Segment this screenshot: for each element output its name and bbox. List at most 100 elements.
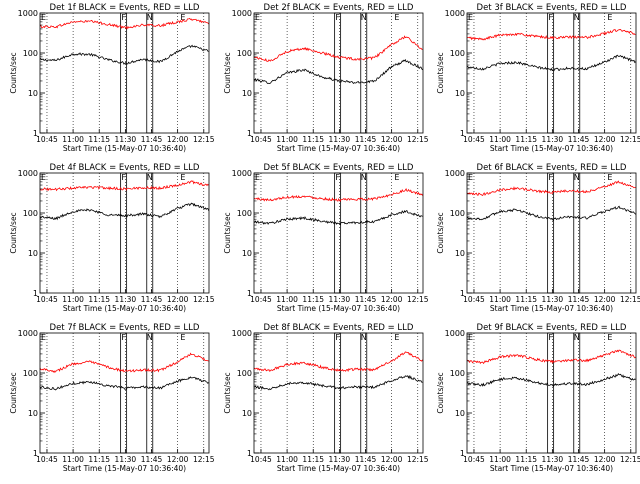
x-tick-label: 12:00 (594, 455, 616, 464)
x-tick-label: 12:15 (620, 455, 640, 464)
y-tick-label: 1 (33, 289, 38, 298)
x-tick-label: 11:30 (329, 135, 351, 144)
x-tick-label: 12:00 (594, 135, 616, 144)
x-tick-label: 11:00 (489, 455, 511, 464)
x-tick-label: 10:45 (463, 455, 485, 464)
y-tick-label: 100 (450, 209, 465, 218)
x-tick-label: 12:00 (167, 455, 189, 464)
y-tick-label: 10 (455, 409, 465, 418)
y-tick-label: 1000 (445, 169, 465, 178)
mode-label: E (255, 333, 260, 342)
x-tick-label: 11:15 (302, 455, 324, 464)
y-axis-label: Counts/sec (436, 372, 445, 413)
x-axis-label: Start Time (15-May-07 10:36:40) (490, 304, 613, 313)
mode-interval-box (573, 332, 581, 454)
y-tick-label: 1000 (18, 329, 38, 338)
mode-label: E (41, 333, 46, 342)
y-tick-label: 100 (237, 209, 252, 218)
x-tick-label: 12:15 (620, 135, 640, 144)
plot-frame (466, 172, 637, 294)
x-axis-label: Start Time (15-May-07 10:36:40) (277, 144, 400, 153)
x-tick-label: 11:45 (141, 135, 163, 144)
plot-frame (39, 172, 210, 294)
x-axis-label: Start Time (15-May-07 10:36:40) (277, 464, 400, 473)
mode-label: E (180, 173, 185, 182)
detector-panel-8: E F N E 1 10 100 1000 10:45 11:00 11:15 11:30 11:45 1… (223, 323, 429, 473)
y-axis-label: Counts/sec (223, 372, 232, 413)
x-tick-label: 11:15 (88, 455, 110, 464)
series-line-events (467, 54, 636, 72)
y-tick-label: 100 (23, 49, 38, 58)
panel-title: Det 4f BLACK = Events, RED = LLD (50, 163, 200, 173)
x-tick-label: 11:30 (115, 295, 137, 304)
mode-interval-box (146, 172, 154, 294)
series-line-events (253, 210, 423, 226)
mode-label: E (394, 13, 399, 22)
detector-panel-9: E F N E 1 10 100 1000 10:45 11:00 11:15 11:30 11:45 1… (436, 323, 640, 473)
panel-title: Det 7f BLACK = Events, RED = LLD (50, 323, 200, 333)
mode-interval-box (360, 332, 368, 454)
mode-label: E (607, 173, 612, 182)
x-tick-label: 11:15 (515, 455, 537, 464)
mode-interval-box (334, 12, 342, 134)
series-line-events (466, 372, 636, 387)
plot-frame (466, 332, 637, 454)
x-tick-label: 11:45 (141, 295, 163, 304)
mode-label: E (255, 13, 260, 22)
y-tick-label: 10 (455, 249, 465, 258)
x-tick-label: 11:00 (276, 455, 298, 464)
y-tick-label: 1000 (232, 9, 252, 18)
x-tick-label: 11:00 (489, 135, 511, 144)
mode-label: E (41, 173, 46, 182)
mode-label: E (468, 173, 473, 182)
y-tick-label: 100 (237, 369, 252, 378)
y-tick-label: 1 (247, 129, 252, 138)
panel-title: Det 6f BLACK = Events, RED = LLD (477, 163, 627, 173)
x-tick-label: 11:45 (568, 295, 590, 304)
x-tick-label: 11:45 (568, 455, 590, 464)
x-tick-label: 11:45 (355, 295, 377, 304)
x-tick-label: 11:15 (88, 295, 110, 304)
y-tick-label: 10 (28, 409, 38, 418)
x-tick-label: 11:30 (542, 455, 564, 464)
mode-label: N (361, 13, 367, 22)
y-axis-label: Counts/sec (223, 212, 232, 253)
mode-label: N (574, 13, 580, 22)
x-tick-label: 12:15 (407, 455, 429, 464)
x-tick-label: 11:15 (515, 135, 537, 144)
panel-title: Det 5f BLACK = Events, RED = LLD (264, 163, 414, 173)
detector-panel-2: E F N E 1 10 100 1000 10:45 11:00 11:15 11:30 11:45 1… (223, 3, 429, 153)
x-tick-label: 10:45 (250, 135, 272, 144)
x-tick-label: 12:00 (381, 295, 403, 304)
y-tick-label: 100 (23, 209, 38, 218)
y-tick-label: 100 (450, 49, 465, 58)
mode-interval-box (146, 12, 154, 134)
x-axis-label: Start Time (15-May-07 10:36:40) (490, 144, 613, 153)
x-tick-label: 11:30 (542, 135, 564, 144)
series-line-events (253, 374, 423, 391)
mode-label: E (180, 13, 185, 22)
y-tick-label: 1 (247, 289, 252, 298)
y-axis-label: Counts/sec (436, 52, 445, 93)
series-line-lld (466, 180, 636, 197)
mode-interval-box (547, 332, 555, 454)
mode-label: F (335, 13, 340, 22)
plot-frame (39, 12, 210, 134)
x-tick-label: 12:00 (167, 295, 189, 304)
y-tick-label: 10 (242, 409, 252, 418)
series-line-lld (253, 188, 423, 203)
series-line-lld (39, 17, 209, 30)
x-tick-label: 11:45 (141, 455, 163, 464)
y-tick-label: 1 (460, 449, 465, 458)
mode-label: F (548, 13, 553, 22)
series-line-lld (39, 352, 209, 374)
mode-label: F (121, 333, 126, 342)
panel-title: Det 2f BLACK = Events, RED = LLD (264, 3, 414, 13)
x-tick-label: 12:15 (193, 295, 215, 304)
mode-label: N (147, 13, 153, 22)
series-line-events (39, 44, 209, 65)
panel-title: Det 8f BLACK = Events, RED = LLD (264, 323, 414, 333)
x-axis-label: Start Time (15-May-07 10:36:40) (490, 464, 613, 473)
